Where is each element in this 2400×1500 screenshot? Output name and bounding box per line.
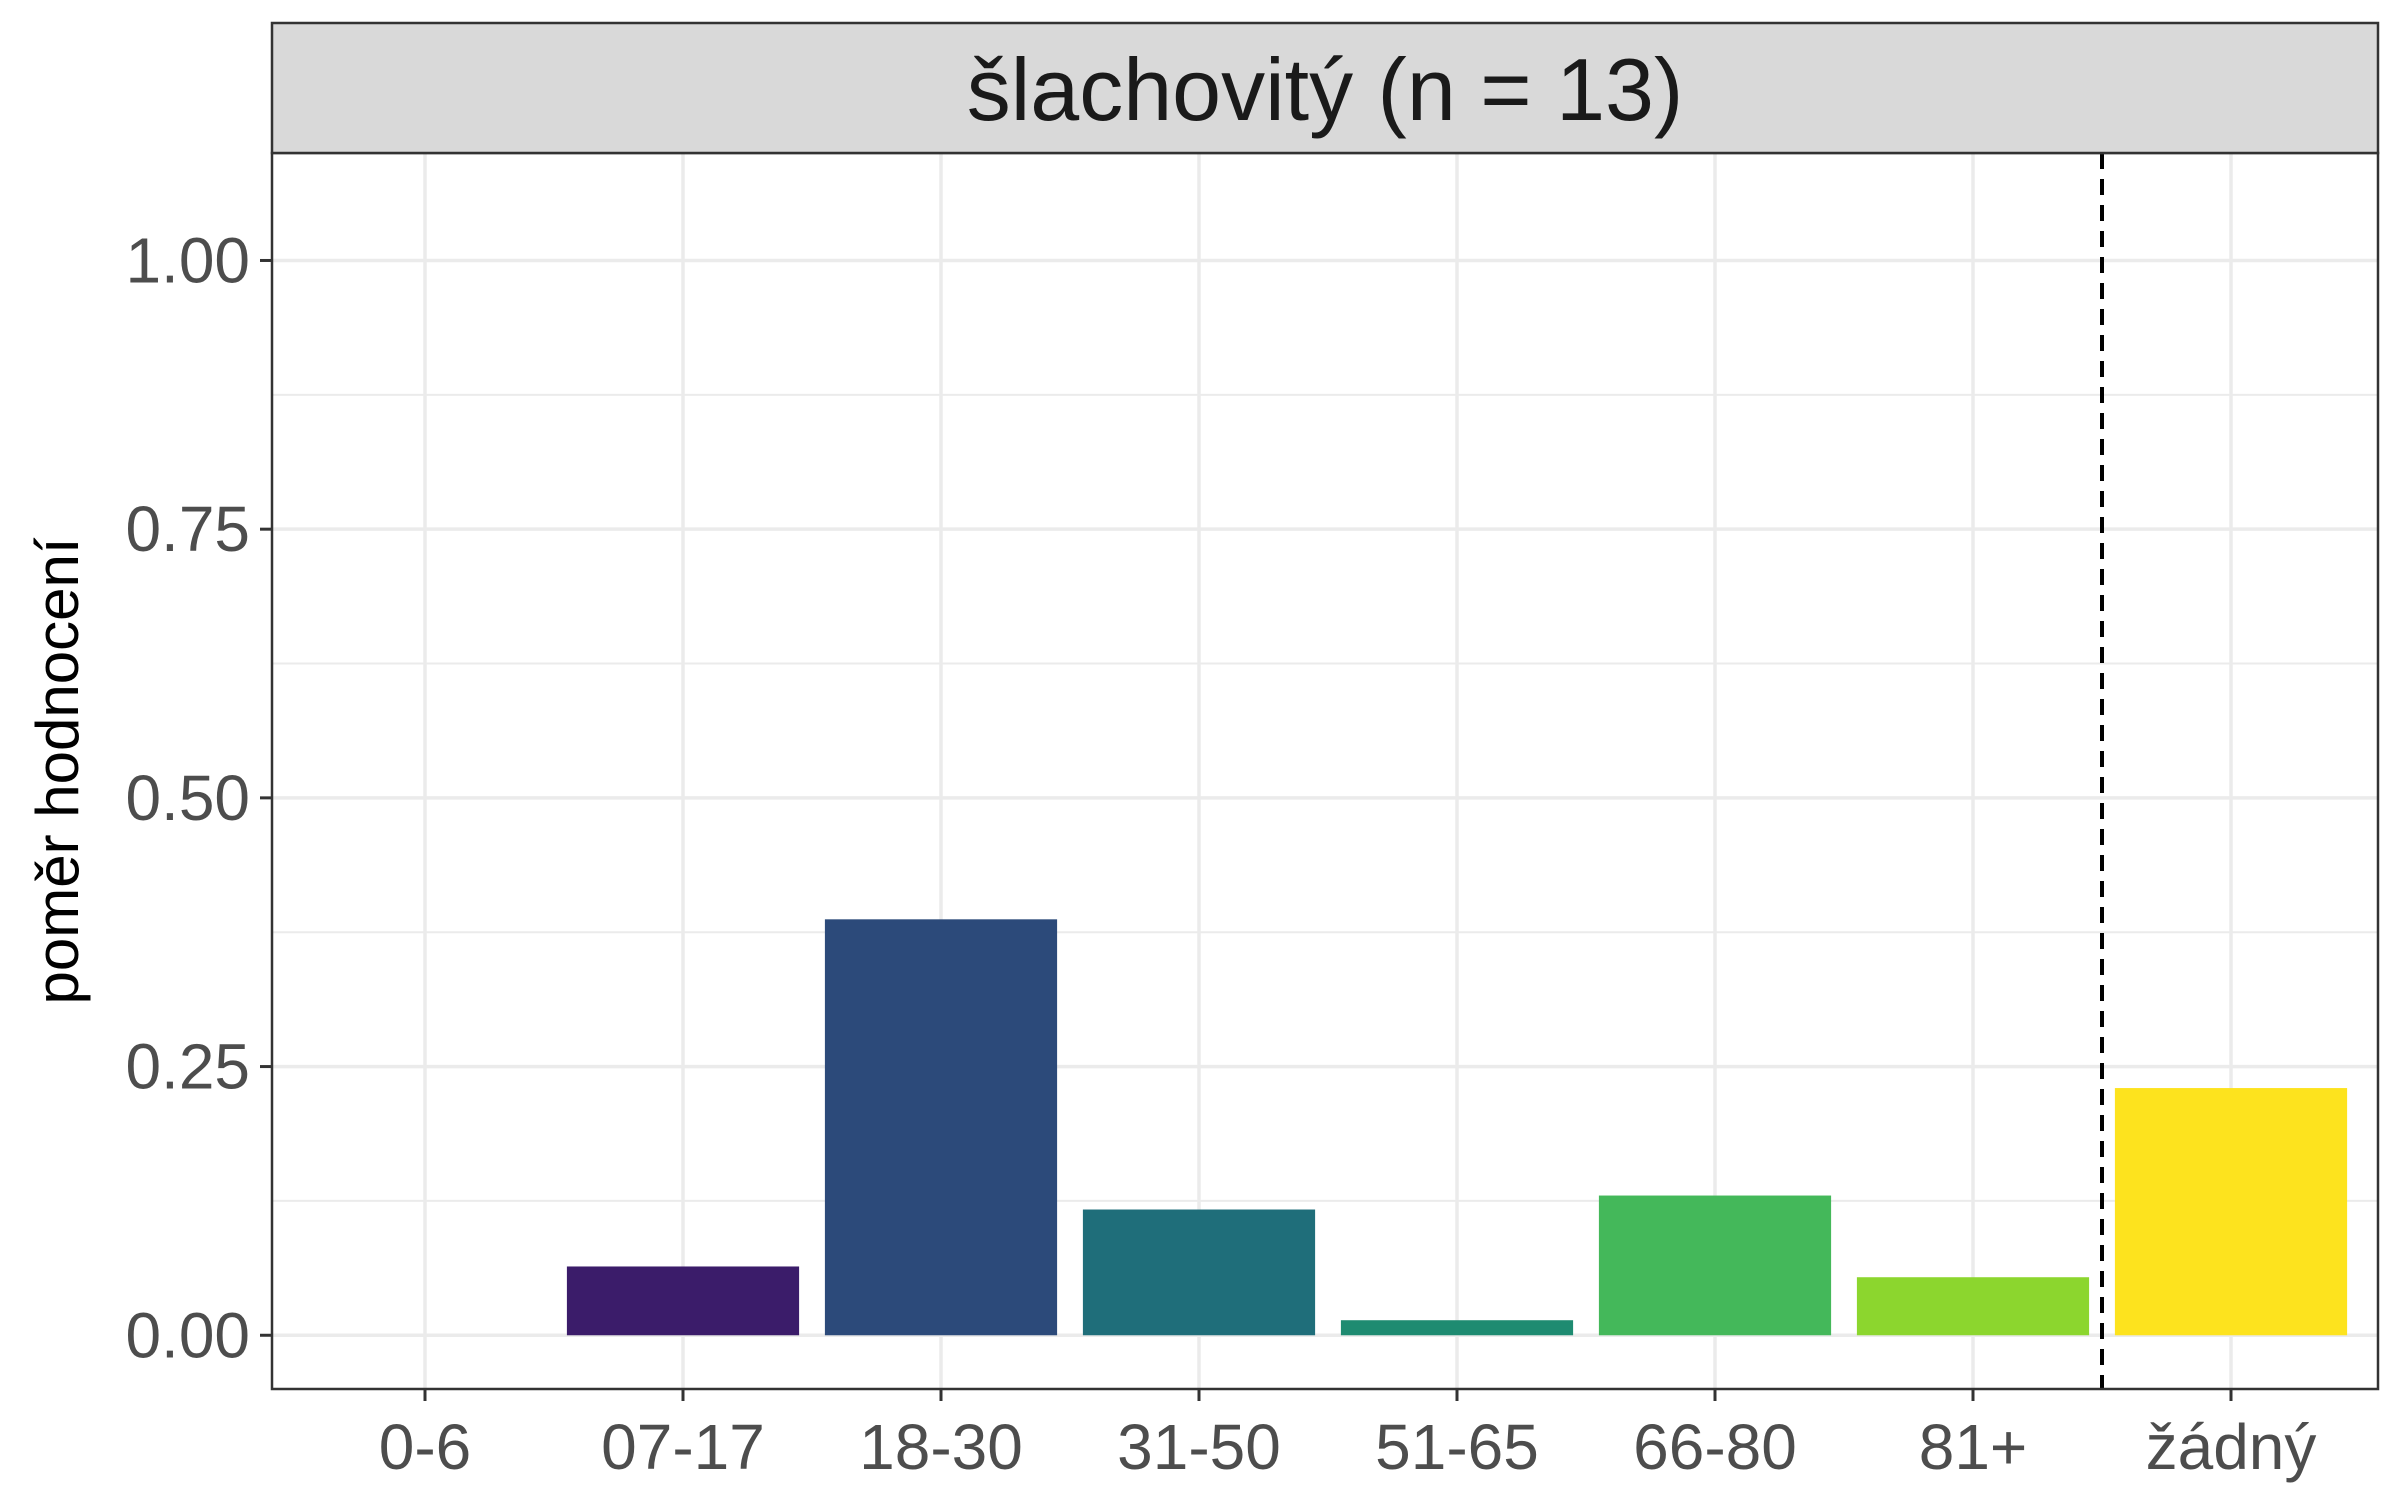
major-gridlines [272,153,2378,1389]
y-tick-label: 1.00 [125,224,250,296]
y-tick-label: 0.25 [125,1031,250,1103]
minor-gridlines [272,393,2378,1202]
bar-07-17 [566,1266,800,1336]
x-tick-label: 07-17 [601,1411,765,1483]
bar-žádný [2114,1088,2348,1336]
plot-panel [272,153,2378,1389]
facet-strip [270,21,2380,155]
x-tick-label: 81+ [1919,1411,2028,1483]
bar-81+ [1856,1277,2090,1336]
x-tick-label: 51-65 [1375,1411,1539,1483]
bar-51-65 [1340,1320,1574,1336]
y-axis-title: poměr hodnocení [24,537,91,1004]
x-tick-label: 66-80 [1633,1411,1797,1483]
bar-66-80 [1598,1195,1832,1336]
y-tick-label: 0.75 [125,493,250,565]
bar-31-50 [1082,1209,1316,1336]
facet-strip-title: šlachovitý (n = 13) [967,40,1684,139]
bars [566,919,2348,1336]
y-tick-label: 0.00 [125,1299,250,1371]
y-tick-label: 0.50 [125,762,250,834]
x-tick-label: žádný [2146,1411,2317,1483]
bar-18-30 [824,919,1058,1336]
x-tick-label: 31-50 [1117,1411,1281,1483]
x-tick-label: 0-6 [379,1411,472,1483]
y-axis: 0.00 0.25 0.50 0.75 1.00 [125,224,272,1371]
x-tick-label: 18-30 [859,1411,1023,1483]
x-axis: 0-6 07-17 18-30 31-50 51-65 66-80 81+ žádný [379,1389,2317,1483]
